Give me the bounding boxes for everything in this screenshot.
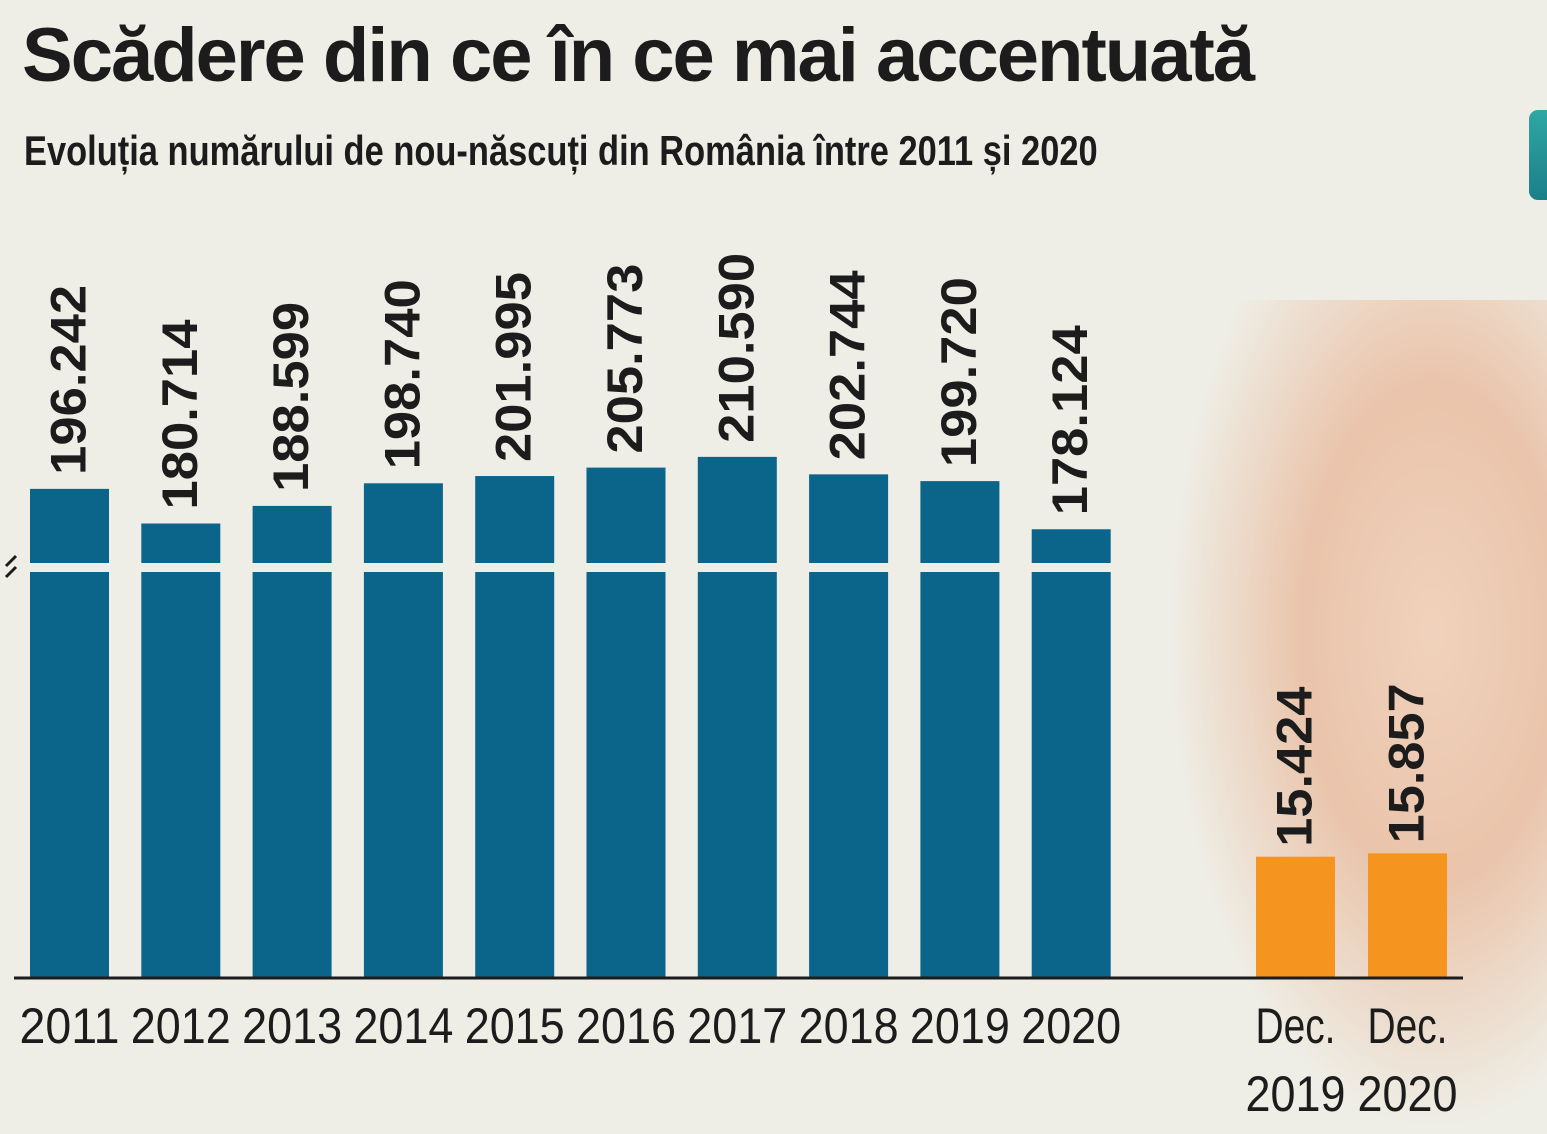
- bar-2011-lower: [30, 572, 109, 977]
- bar-2019-upper: [920, 481, 1000, 563]
- axis-break-marker: [4, 554, 18, 579]
- bar-2017-upper: [697, 456, 777, 563]
- bar-2015-upper: [475, 476, 555, 563]
- bar-Dec-2019: [1256, 856, 1335, 977]
- x-tick-label-Dec-2019-line2: 2019: [1246, 1066, 1346, 1122]
- bar-2011-upper: [30, 488, 109, 563]
- x-tick-label-2013: 2013: [242, 998, 342, 1054]
- bar-2012-upper: [141, 523, 221, 563]
- bar-2014-lower: [363, 572, 443, 977]
- data-label-2018: 202.744: [820, 270, 876, 460]
- data-label-2020: 178.124: [1042, 325, 1098, 515]
- x-tick-label-2012: 2012: [131, 998, 231, 1054]
- x-tick-label-2019: 2019: [910, 998, 1010, 1054]
- x-tick-label-2014: 2014: [353, 998, 453, 1054]
- x-tick-label-Dec-2020-line1: Dec.: [1368, 998, 1448, 1054]
- data-label-2016: 205.773: [597, 264, 653, 454]
- x-tick-label-Dec-2020-line2: 2020: [1358, 1066, 1458, 1122]
- data-label-2015: 201.995: [486, 272, 542, 462]
- chart-subtitle: Evoluția numărului de nou-născuți din Ro…: [24, 127, 1098, 174]
- bar-2019-lower: [920, 572, 1000, 977]
- bar-Dec-2020: [1368, 853, 1447, 977]
- data-label-2012: 180.714: [152, 319, 208, 509]
- x-tick-label-Dec-2019-line1: Dec.: [1256, 998, 1336, 1054]
- background-photo-baby-hand: [1167, 300, 1547, 1134]
- bar-2016-lower: [586, 572, 666, 977]
- bar-2020-upper: [1031, 529, 1111, 563]
- data-label-Dec-2019: 15.424: [1267, 686, 1323, 846]
- x-tick-label-2011: 2011: [20, 998, 120, 1054]
- background-photo-edge: [1529, 110, 1547, 200]
- data-label-2014: 198.740: [374, 279, 430, 469]
- data-label-2019: 199.720: [931, 277, 987, 467]
- bar-2012-lower: [141, 572, 221, 977]
- bar-2017-lower: [697, 572, 777, 977]
- data-label-Dec-2020: 15.857: [1379, 683, 1435, 843]
- data-label-2011: 196.242: [41, 285, 97, 475]
- bar-2020-lower: [1031, 572, 1111, 977]
- data-label-2013: 188.599: [263, 302, 319, 492]
- x-tick-label-2016: 2016: [576, 998, 676, 1054]
- bar-2015-lower: [475, 572, 555, 977]
- bar-2018-upper: [809, 474, 889, 563]
- chart-title: Scădere din ce în ce mai accentuată: [22, 13, 1255, 98]
- x-tick-label-2017: 2017: [687, 998, 787, 1054]
- data-label-2017: 210.590: [708, 253, 764, 443]
- bar-2016-upper: [586, 467, 666, 563]
- bar-2013-upper: [252, 505, 332, 563]
- x-tick-label-2020: 2020: [1021, 998, 1121, 1054]
- bar-2018-lower: [809, 572, 889, 977]
- bar-2013-lower: [252, 572, 332, 977]
- bar-2014-upper: [363, 483, 443, 563]
- x-tick-label-2015: 2015: [465, 998, 565, 1054]
- x-tick-label-2018: 2018: [799, 998, 899, 1054]
